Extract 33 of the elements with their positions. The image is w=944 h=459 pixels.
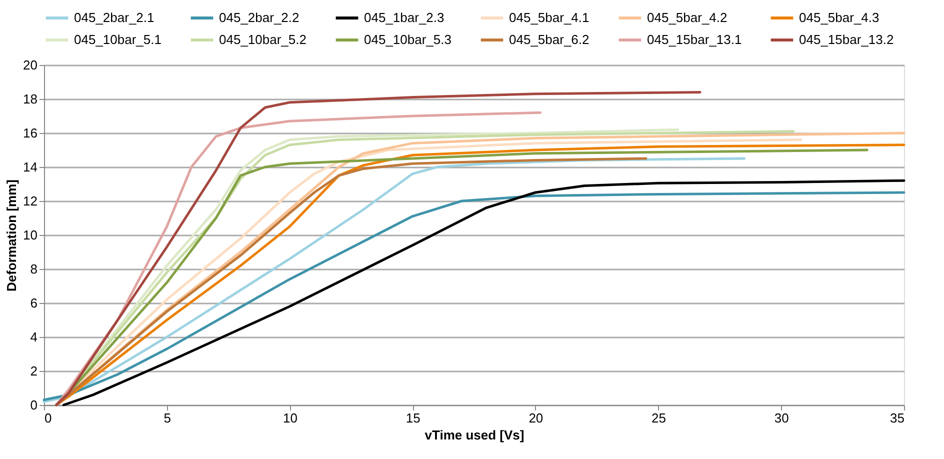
legend-label: 045_5bar_4.3 — [799, 10, 880, 25]
x-axis-title: vTime used [Vs] — [424, 428, 524, 442]
legend-label: 045_5bar_4.1 — [509, 10, 590, 25]
y-tick-label: 6 — [30, 296, 38, 310]
legend-label: 045_15bar_13.1 — [647, 32, 742, 47]
y-axis-title: Deformation [mm] — [4, 180, 20, 292]
legend-label: 045_10bar_5.3 — [364, 32, 452, 47]
legend-label: 045_1bar_2.3 — [364, 10, 444, 25]
y-tick-label: 16 — [23, 126, 38, 140]
y-tick-label: 12 — [23, 194, 38, 208]
x-tick-label: 15 — [406, 410, 420, 426]
legend-label: 045_2bar_2.2 — [219, 10, 300, 25]
y-tick-label: 10 — [23, 228, 38, 242]
y-tick-label: 8 — [30, 262, 38, 276]
legend-label: 045_10bar_5.1 — [74, 32, 162, 47]
y-tick-label: 4 — [30, 330, 38, 344]
x-tick-label: 5 — [164, 410, 171, 426]
x-tick-label: 10 — [282, 410, 298, 426]
x-tick-label: 20 — [528, 410, 544, 426]
legend-label: 045_2bar_2.1 — [74, 10, 154, 25]
y-tick-label: 14 — [23, 160, 38, 174]
x-tick-label: 30 — [774, 410, 789, 426]
x-tick-label: 25 — [652, 410, 666, 426]
legend-label: 045_15bar_13.2 — [799, 32, 894, 47]
y-tick-label: 2 — [30, 364, 38, 378]
legend-label: 045_10bar_5.2 — [219, 32, 306, 47]
y-tick-label: 18 — [23, 92, 38, 106]
x-tick-label: 0 — [44, 410, 52, 426]
y-tick-label: 20 — [23, 58, 38, 72]
legend-label: 045_5bar_6.2 — [509, 32, 590, 47]
legend-label: 045_5bar_4.2 — [647, 10, 728, 25]
y-tick-label: 0 — [30, 398, 38, 412]
x-tick-label: 35 — [890, 410, 904, 426]
